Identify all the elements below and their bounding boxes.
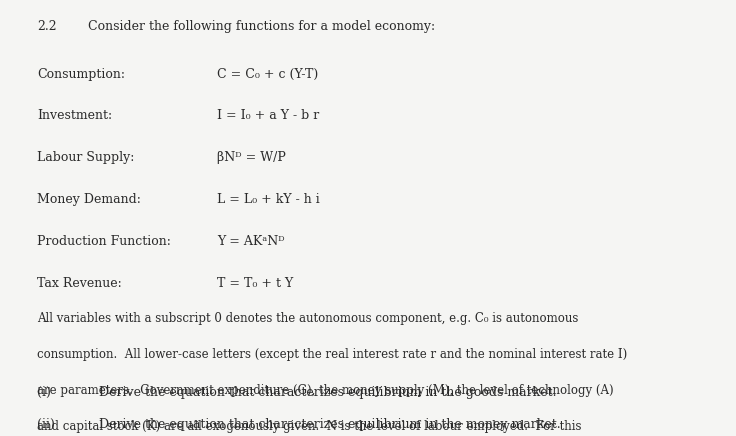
Text: Tax Revenue:: Tax Revenue: bbox=[37, 277, 121, 290]
Text: Derive the equation that characterizes equilibrium in the goods market.: Derive the equation that characterizes e… bbox=[99, 386, 557, 399]
Text: 2.2: 2.2 bbox=[37, 20, 57, 33]
Text: Production Function:: Production Function: bbox=[37, 235, 171, 248]
Text: Consumption:: Consumption: bbox=[37, 68, 125, 81]
Text: I = I₀ + a Y - b r: I = I₀ + a Y - b r bbox=[217, 109, 319, 123]
Text: (ii): (ii) bbox=[37, 418, 54, 431]
Text: βNᴰ = W/P: βNᴰ = W/P bbox=[217, 151, 286, 164]
Text: Labour Supply:: Labour Supply: bbox=[37, 151, 134, 164]
Text: Y = AKᵃNᴰ: Y = AKᵃNᴰ bbox=[217, 235, 285, 248]
Text: All variables with a subscript 0 denotes the autonomous component, e.g. C₀ is au: All variables with a subscript 0 denotes… bbox=[37, 312, 578, 325]
Text: T = T₀ + t Y: T = T₀ + t Y bbox=[217, 277, 294, 290]
Text: Money Demand:: Money Demand: bbox=[37, 193, 141, 206]
Text: Consider the following functions for a model economy:: Consider the following functions for a m… bbox=[88, 20, 436, 33]
Text: Investment:: Investment: bbox=[37, 109, 112, 123]
Text: consumption.  All lower-case letters (except the real interest rate r and the no: consumption. All lower-case letters (exc… bbox=[37, 348, 627, 361]
Text: are parameters.  Government expenditure (G), the money supply (M), the level of : are parameters. Government expenditure (… bbox=[37, 384, 613, 397]
Text: Derive the equation that characterizes equilibrium in the money market.: Derive the equation that characterizes e… bbox=[99, 418, 561, 431]
Text: C = C₀ + c (Y-T): C = C₀ + c (Y-T) bbox=[217, 68, 319, 81]
Text: and capital stock (K) are all exogenously given.  N is the level of labour emplo: and capital stock (K) are all exogenousl… bbox=[37, 420, 581, 433]
Text: (i): (i) bbox=[37, 386, 51, 399]
Text: L = L₀ + kY - h i: L = L₀ + kY - h i bbox=[217, 193, 320, 206]
